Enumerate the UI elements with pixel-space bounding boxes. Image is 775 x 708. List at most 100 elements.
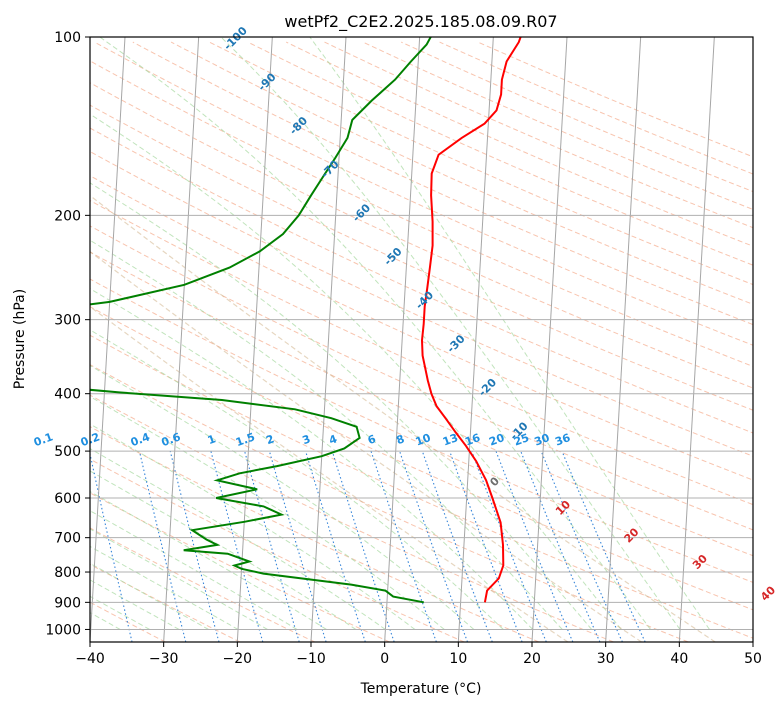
- moist-adiabat-line: [90, 510, 298, 630]
- moist-adiabat-line: [90, 239, 563, 630]
- dry-adiabat-line: [90, 82, 753, 389]
- mixing-ratio-label: 16: [463, 431, 482, 449]
- y-axis: 100 200 300 400 500 600 700 800 900 1000: [45, 30, 90, 638]
- x-tick-label: 20: [523, 651, 541, 667]
- x-tick-label: −40: [75, 651, 105, 667]
- dry-adiabat-line: [90, 492, 390, 642]
- y-axis-title: Pressure (hPa): [12, 289, 28, 389]
- dry-adiabat-line: [90, 225, 753, 531]
- dry-adiabat-line: [90, 306, 753, 611]
- mixing-ratio-label: 4: [327, 432, 339, 447]
- chart-title: wetPf2_C2E2.2025.185.08.09.R07: [284, 12, 557, 32]
- mixing-ratio-label: 36: [553, 431, 572, 449]
- mixing-ratio-label: 1: [206, 432, 218, 447]
- profile-series-1: [90, 37, 432, 604]
- x-tick-label: −10: [296, 651, 326, 667]
- dry-adiabat-line: [90, 563, 241, 642]
- x-tick-label: 40: [670, 651, 688, 667]
- moist-adiabat-line: [90, 329, 504, 630]
- mixing-ratio-line: [540, 450, 623, 642]
- mixing-ratio-label: 13: [441, 431, 460, 448]
- y-tick-label: 200: [54, 208, 81, 224]
- x-tick-label: 0: [380, 651, 389, 667]
- moist-adiabat-line: [90, 182, 593, 630]
- y-tick-label: 400: [54, 387, 81, 403]
- mixing-ratio-label: 0.4: [129, 430, 152, 449]
- mixing-ratio-label: 3: [301, 432, 313, 447]
- mixing-ratio-line: [495, 450, 574, 642]
- mixing-ratio-label: 0.6: [160, 430, 183, 449]
- reference-curve: [90, 250, 642, 642]
- mixing-ratio-label: 25: [512, 431, 531, 448]
- mixing-ratio-line: [244, 450, 300, 642]
- moist-adiabat-line: [98, 37, 651, 630]
- mixing-ratio-line: [169, 450, 220, 642]
- mixing-ratio-line: [138, 450, 187, 642]
- y-tick-label: 500: [54, 444, 81, 460]
- y-tick-label: 100: [54, 30, 81, 46]
- moist-adiabat-line: [220, 37, 681, 630]
- mixing-ratio-line: [421, 450, 493, 642]
- dry-adiabat-line: [90, 127, 753, 434]
- mixing-ratio-line: [520, 450, 601, 642]
- dry-adiabat-line: [90, 394, 614, 642]
- mixing-ratio-line: [90, 451, 133, 642]
- dry-adiabat-line: [90, 251, 753, 557]
- mixing-ratio-label: 2: [264, 432, 276, 447]
- y-tick-label: 300: [54, 313, 81, 329]
- y-tick-label: 600: [54, 491, 81, 507]
- dry-adiabat-line: [132, 41, 753, 326]
- mixing-ratio-line: [399, 450, 469, 642]
- dry-adiabat-line: [90, 426, 539, 642]
- dry-adiabat-line: [90, 278, 753, 583]
- x-tick-label: −30: [149, 651, 179, 667]
- x-tick-label: −20: [223, 651, 253, 667]
- mixing-ratio-label: 30: [533, 431, 552, 449]
- moist-adiabat-line: [90, 490, 327, 630]
- mixing-ratio-line: [561, 450, 646, 642]
- moist-adiabat-line: [90, 395, 445, 630]
- x-tick-label: 50: [744, 651, 762, 667]
- mixing-ratio-label: 20: [487, 431, 506, 449]
- plot-frame: [89, 36, 754, 643]
- dry-adiabat-line: [90, 334, 753, 639]
- moist-adiabat-line: [90, 423, 416, 630]
- y-tick-label: 900: [54, 595, 81, 611]
- moist-adiabat-line: [90, 113, 622, 630]
- mixing-ratio-label: 10: [414, 431, 433, 449]
- mixing-ratio-label: 1.5: [234, 430, 257, 449]
- dry-adiabat-line: [90, 60, 753, 367]
- mixing-ratio-line: [268, 450, 327, 642]
- y-tick-label: 1000: [45, 622, 81, 638]
- moist-adiabat-line: [90, 364, 475, 630]
- x-axis: −40 −30 −20 −10 0 10 20 30 40 50: [75, 642, 762, 667]
- profile-lines: [90, 37, 522, 604]
- x-tick-label: 30: [597, 651, 615, 667]
- isotherm-line: [90, 37, 126, 642]
- isotherm-line: [531, 37, 568, 642]
- mixing-ratio-label: 8: [395, 432, 407, 447]
- dry-adiabat-line: [94, 41, 753, 346]
- dry-adiabat-line: [90, 458, 465, 642]
- y-tick-label: 700: [54, 531, 81, 547]
- isotherm-line: [236, 37, 273, 642]
- mixing-ratio-line: [471, 450, 547, 642]
- isotherm-line: [678, 37, 715, 642]
- x-tick-label: 10: [449, 651, 467, 667]
- isotherm-line: [384, 37, 421, 642]
- moist-adiabat-line: [90, 448, 386, 630]
- isotherm-line: [163, 37, 200, 642]
- profile-series-0: [420, 37, 522, 603]
- mixing-ratio-line: [449, 450, 523, 642]
- mixing-ratio-label: 0.1: [32, 430, 55, 449]
- dry-adiabat-line: [90, 104, 753, 411]
- mixing-ratio-line: [305, 450, 366, 642]
- mixing-ratio-line: [370, 450, 437, 642]
- grid-lines: [90, 37, 753, 642]
- mixing-ratio-label: 6: [366, 432, 378, 447]
- y-tick-label: 800: [54, 565, 81, 581]
- isotherm-line: [605, 37, 642, 642]
- moist-adiabat-line: [309, 37, 710, 630]
- isotherm-line: [457, 37, 494, 642]
